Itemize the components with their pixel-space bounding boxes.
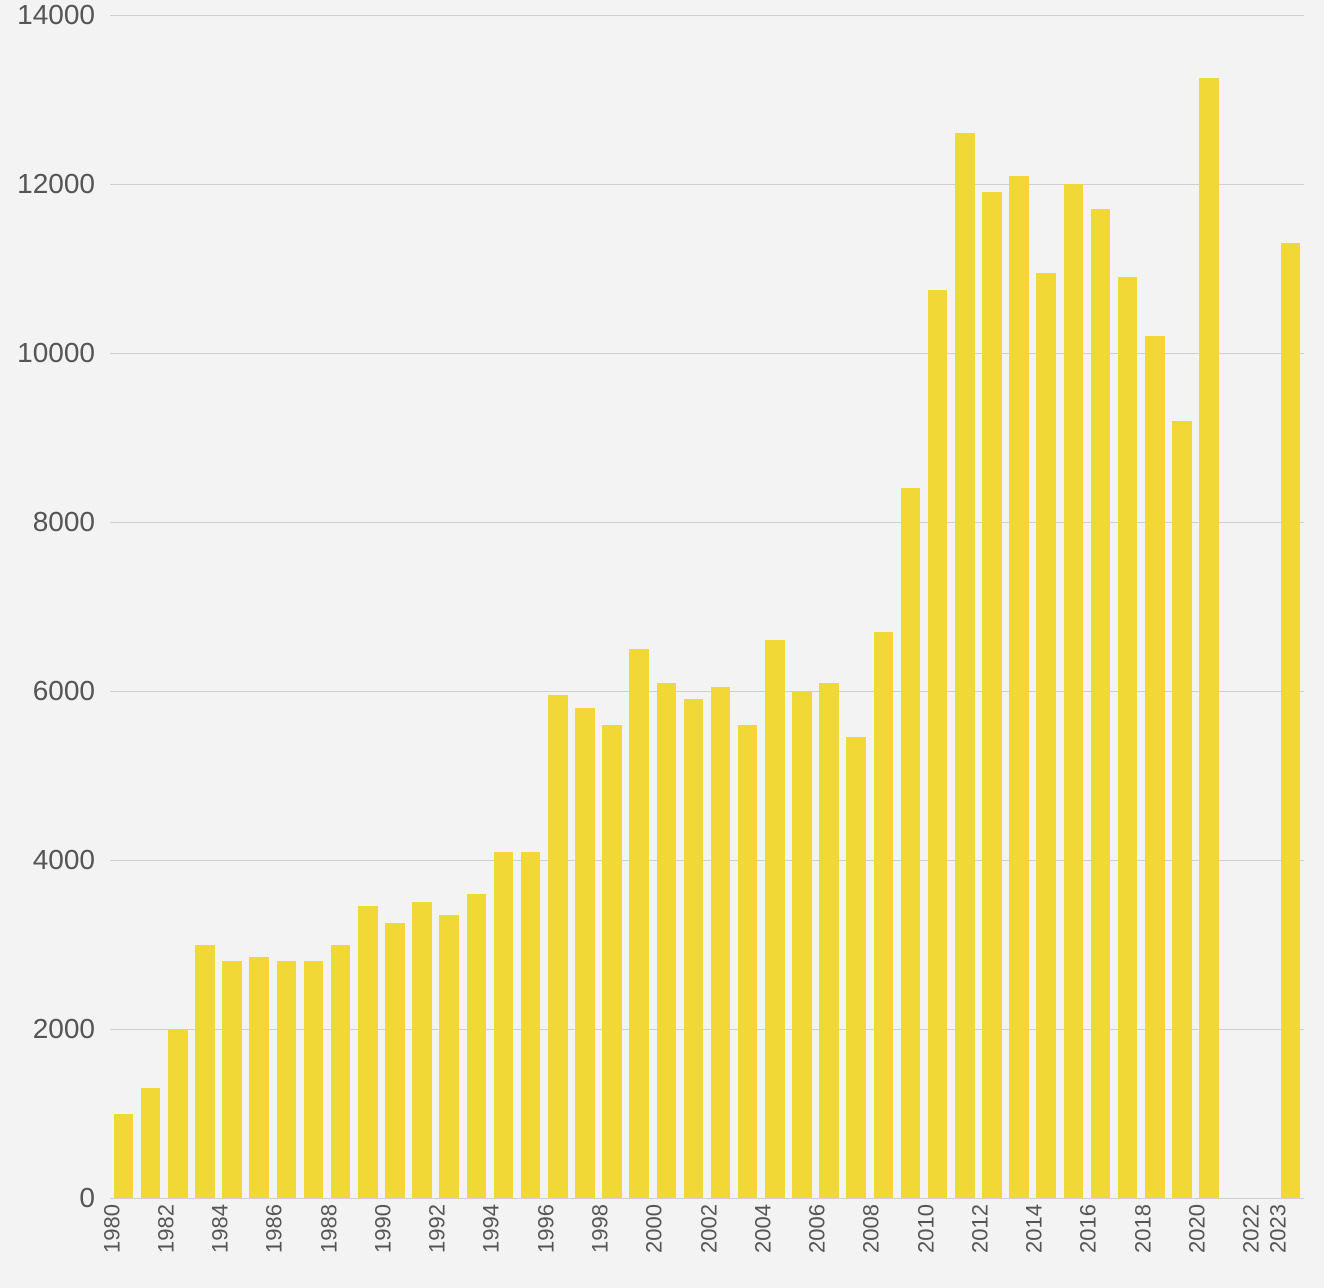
bar [711, 687, 731, 1198]
bar [168, 1029, 188, 1198]
x-tick-label: 1998 [588, 1204, 614, 1253]
bar [358, 906, 378, 1198]
bar [304, 961, 324, 1198]
bar [195, 945, 215, 1199]
bar [657, 683, 677, 1198]
bar [819, 683, 839, 1198]
y-tick-label: 14000 [0, 0, 95, 31]
y-tick-label: 10000 [0, 337, 95, 369]
bar [765, 640, 785, 1198]
bar [141, 1088, 161, 1198]
y-tick-label: 4000 [0, 844, 95, 876]
bar [575, 708, 595, 1198]
x-tick-label: 2022 [1239, 1204, 1265, 1253]
bar [222, 961, 242, 1198]
x-tick-label: 2018 [1130, 1204, 1156, 1253]
bar [249, 957, 269, 1198]
x-tick-label: 2016 [1076, 1204, 1102, 1253]
plot-area: 1980198219841986198819901992199419961998… [110, 15, 1304, 1198]
bar [385, 923, 405, 1198]
x-tick-label: 2002 [696, 1204, 722, 1253]
x-tick-label: 1988 [316, 1204, 342, 1253]
x-tick-label: 1996 [533, 1204, 559, 1253]
bar [277, 961, 297, 1198]
bar [629, 649, 649, 1198]
bars-layer [110, 15, 1304, 1198]
x-tick-label: 1982 [153, 1204, 179, 1253]
bar [1064, 184, 1084, 1198]
y-tick-label: 2000 [0, 1013, 95, 1045]
bar [792, 691, 812, 1198]
bar [1009, 176, 1029, 1198]
bar [439, 915, 459, 1198]
bar [1145, 336, 1165, 1198]
bar [928, 290, 948, 1198]
bar [548, 695, 568, 1198]
y-tick-label: 0 [0, 1182, 95, 1214]
bar [1036, 273, 1056, 1198]
bar [1091, 209, 1111, 1198]
x-tick-label: 1990 [370, 1204, 396, 1253]
x-tick-label: 2010 [913, 1204, 939, 1253]
x-tick-label: 2014 [1022, 1204, 1048, 1253]
bar [1118, 277, 1138, 1198]
bar [901, 488, 921, 1198]
bar-chart: 1980 1982 1984 1986 1988 1990 1992 1994 1996 1998… [0, 0, 1324, 1288]
bar [114, 1114, 134, 1199]
bar [982, 192, 1002, 1198]
x-tick-label: 1984 [208, 1204, 234, 1253]
y-tick-label: 8000 [0, 506, 95, 538]
bar [1281, 243, 1301, 1198]
x-tick-label: 2023 [1266, 1204, 1292, 1253]
y-tick-label: 12000 [0, 168, 95, 200]
bar [874, 632, 894, 1198]
x-tick-label: 1980 [99, 1204, 125, 1253]
bar [467, 894, 487, 1198]
bar [846, 737, 866, 1198]
bar [684, 699, 704, 1198]
bar [1172, 421, 1192, 1198]
bar [602, 725, 622, 1198]
bar [738, 725, 758, 1198]
y-tick-label: 6000 [0, 675, 95, 707]
x-tick-label: 2006 [805, 1204, 831, 1253]
x-tick-label: 2012 [967, 1204, 993, 1253]
x-tick-label: 2020 [1185, 1204, 1211, 1253]
x-tick-label: 1994 [479, 1204, 505, 1253]
bar [494, 852, 514, 1198]
bar [521, 852, 541, 1198]
x-tick-label: 1992 [425, 1204, 451, 1253]
x-tick-label: 2000 [642, 1204, 668, 1253]
bar [1199, 78, 1219, 1198]
bar [955, 133, 975, 1198]
gridline [110, 1198, 1304, 1199]
x-tick-label: 2008 [859, 1204, 885, 1253]
x-tick-label: 2004 [750, 1204, 776, 1253]
bar [331, 945, 351, 1199]
bar [412, 902, 432, 1198]
x-tick-label: 1986 [262, 1204, 288, 1253]
